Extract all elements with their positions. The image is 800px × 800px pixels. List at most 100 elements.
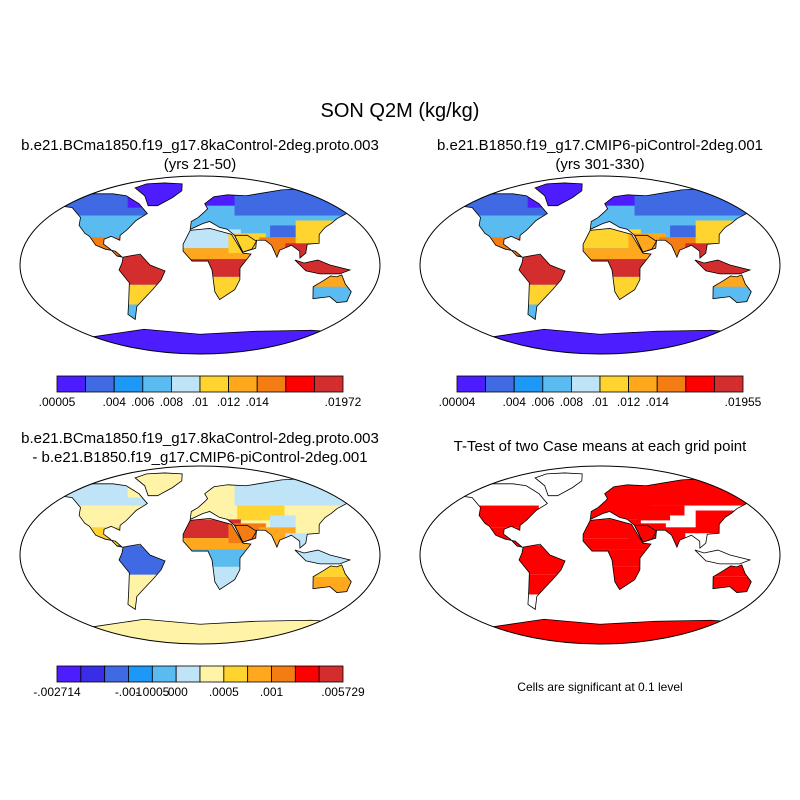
map-panel-1	[19, 175, 381, 355]
colorbar-swatch	[128, 665, 153, 683]
colorbar-swatch	[199, 665, 225, 683]
colorbar-label: .012	[217, 395, 241, 409]
panel-2-title-line-2: (yrs 301-330)	[555, 156, 645, 173]
coastline-antarctica	[433, 618, 767, 644]
colorbar-label: .014	[646, 395, 670, 409]
map-border	[19, 175, 381, 355]
colorbar-swatch	[285, 375, 315, 393]
map-border	[419, 465, 781, 645]
colorbar-swatch	[456, 375, 487, 393]
colorbar-label: .000	[164, 685, 188, 699]
panel-1-title: b.e21.BCma1850.f19_g17.8kaControl-2deg.p…	[0, 136, 400, 174]
coastline-australia	[312, 564, 352, 593]
colorbar-swatch	[271, 665, 296, 683]
map-border	[19, 465, 381, 645]
panel-4-title-line-1: T-Test of two Case means at each grid po…	[453, 438, 747, 455]
coastline-south-america	[518, 253, 566, 321]
coastline-africa	[582, 228, 652, 301]
coastline-antarctica	[433, 328, 767, 354]
region-sahel	[583, 538, 651, 550]
panel-1-title-line-1: b.e21.BCma1850.f19_g17.8kaControl-2deg.p…	[21, 137, 379, 154]
region-usa	[473, 505, 539, 528]
colorbar-label: .001	[260, 685, 284, 699]
colorbar-swatch	[628, 375, 658, 393]
colorbar-label: .008	[160, 395, 184, 409]
coastline-greenland	[534, 472, 583, 497]
region-sahel	[183, 248, 251, 260]
coastline-indonesia	[294, 259, 352, 275]
colorbar-label: .014	[246, 395, 270, 409]
coastline-north-america	[443, 483, 548, 548]
coastline-arabia	[633, 234, 658, 253]
coastline-arabia	[233, 234, 258, 253]
colorbar-label: -.0005	[135, 685, 169, 699]
colorbar-swatch	[228, 375, 258, 393]
colorbar-swatch	[313, 375, 344, 393]
colorbar-swatch	[170, 375, 201, 393]
significance-note: Cells are significant at 0.1 level	[517, 680, 683, 694]
colorbar-swatch	[142, 375, 172, 393]
region-sahel	[583, 248, 651, 260]
colorbar-swatch	[294, 665, 320, 683]
colorbar-panel-1: .00005 .004 .006 .008 .01 .012 .014 .01972	[39, 375, 362, 409]
region-usa	[73, 505, 139, 528]
colorbar-panel-3: -.002714 -.001-.0005.000 .0005 .001 .005729	[33, 665, 365, 699]
colorbar-label: .012	[617, 395, 641, 409]
land-arabia	[634, 235, 657, 253]
coastline-australia	[712, 564, 752, 593]
colorbar-label: .008	[560, 395, 584, 409]
colorbar-panel-2: .00004 .004 .006 .008 .01 .012 .014 .01955	[439, 375, 762, 409]
region-tibet	[270, 225, 310, 238]
region-australia-north	[312, 274, 352, 287]
colorbar-label: .01955	[725, 395, 762, 409]
coastline-indonesia	[694, 259, 752, 275]
region-tibet	[270, 515, 310, 528]
region-sahara	[583, 229, 641, 249]
map-panel-4-ttest	[419, 465, 781, 645]
colorbar-swatch	[247, 665, 272, 683]
colorbar-swatch	[599, 375, 630, 393]
region-tibet	[670, 515, 710, 528]
colorbar-label: .006	[131, 395, 155, 409]
coastline-north-america	[443, 193, 548, 258]
colorbar-label: .0005	[209, 685, 239, 699]
region-sahel	[183, 538, 251, 550]
coastline-africa	[182, 518, 252, 591]
region-sahara	[183, 519, 241, 539]
colorbar-label: .01	[192, 395, 209, 409]
coastline-greenland	[534, 182, 583, 207]
colorbar-swatch	[199, 375, 230, 393]
colorbar-swatch	[104, 665, 129, 683]
region-australia-north	[712, 564, 752, 577]
coastline-south-america	[518, 543, 566, 611]
region-usa	[73, 215, 139, 238]
map-panel-2	[419, 175, 781, 355]
panel-1-title-line-2: (yrs 21-50)	[163, 156, 237, 173]
colorbar-label: .01	[592, 395, 609, 409]
colorbar-swatch	[685, 375, 715, 393]
coastline-greenland	[134, 182, 183, 207]
panel-4-title: T-Test of two Case means at each grid po…	[400, 437, 800, 456]
region-usa	[473, 215, 539, 238]
region-sahara	[183, 229, 241, 249]
panel-2-title-line-1: b.e21.B1850.f19_g17.CMIP6-piControl-2deg…	[436, 137, 764, 154]
panel-3-title: b.e21.BCma1850.f19_g17.8kaControl-2deg.p…	[0, 429, 400, 467]
coastline-australia	[712, 274, 752, 303]
colorbar-label: .00005	[39, 395, 76, 409]
coastline-indonesia	[694, 549, 752, 565]
colorbar-swatch	[485, 375, 515, 393]
coastline-antarctica	[33, 328, 367, 354]
colorbar-swatch	[85, 375, 115, 393]
colorbar-swatch	[175, 665, 201, 683]
colorbar-label: .01972	[325, 395, 362, 409]
region-australia-north	[712, 274, 752, 287]
panel-3-title-line-1: b.e21.BCma1850.f19_g17.8kaControl-2deg.p…	[21, 430, 379, 447]
colorbar-swatch	[570, 375, 601, 393]
coastline-arabia	[633, 524, 658, 543]
colorbar-label: -.002714	[33, 685, 81, 699]
coastline-antarctica	[33, 618, 367, 644]
colorbar-swatch	[56, 665, 82, 683]
coastline-north-america	[43, 193, 148, 258]
coastline-arabia	[233, 524, 258, 543]
colorbar-swatch	[656, 375, 687, 393]
